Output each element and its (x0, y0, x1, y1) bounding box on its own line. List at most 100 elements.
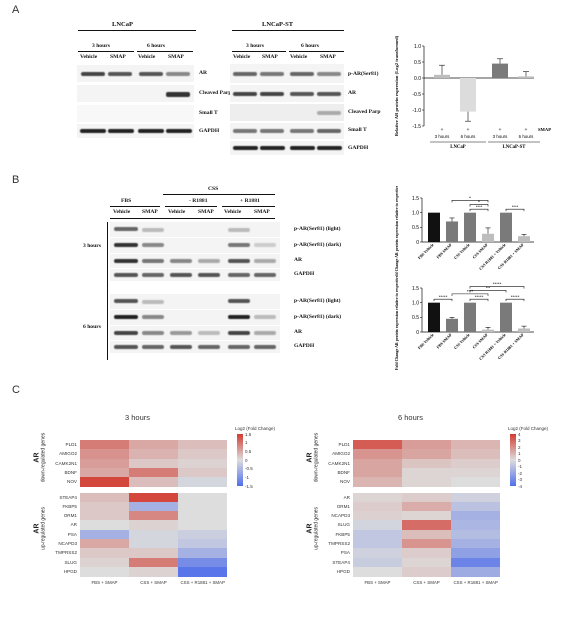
x-tick-label: FBS Vehicle (417, 242, 435, 260)
heatmap-cell (451, 548, 501, 558)
b-plus-smap: SMAP (254, 209, 270, 215)
bar (518, 76, 534, 78)
group-label: LNCaP (450, 145, 466, 150)
significance-bracket (505, 208, 525, 212)
heatmap-cell (178, 539, 228, 549)
x-tick-label: CSS SMAP (471, 332, 489, 350)
heatmap-cell (402, 467, 452, 478)
gene-label: FKBP5 (335, 531, 350, 537)
y-axis-label: Fold Change AR protein expression relati… (395, 276, 399, 370)
gene-label: ORM1 (63, 513, 77, 519)
panel-label-a: A (12, 4, 20, 16)
heatmap-cell (80, 511, 130, 521)
significance-bracket (451, 293, 489, 296)
x-tick-label: CSS Vehicle (453, 242, 471, 260)
heatmap-title: 3 hours (125, 413, 151, 422)
heatmap-cell (178, 458, 228, 469)
heatmap-cell (80, 477, 130, 487)
heatmap-cell (178, 557, 228, 568)
b-6h-blot-gapdh (110, 341, 280, 353)
b-6h-blot-par-light (110, 294, 280, 309)
lncap-st-blot-ar (230, 85, 344, 102)
gene-label: NOV (67, 479, 77, 485)
lncap-row-ar: AR (199, 70, 208, 76)
heatmap-cell (80, 501, 130, 512)
heatmap-cell (451, 557, 501, 568)
x-tick-label: FBS Vehicle (417, 332, 435, 350)
y-tick-label: 0.5 (414, 60, 421, 66)
lncap-blot-gapdh (77, 124, 194, 138)
x-tick-label: CSS SMAP (471, 242, 489, 260)
b-6h-row-par-light: p-AR(Ser81) (light) (294, 298, 341, 304)
heatmap-cell (178, 449, 228, 459)
colorbar (510, 434, 516, 486)
lncap-vehicle-3h: Vehicle (80, 54, 98, 60)
heatmap-cell (80, 557, 130, 568)
heatmap-cell (402, 511, 452, 521)
lncap-st-smap-6h: SMAP (320, 54, 336, 60)
b-minus-smap: SMAP (198, 209, 214, 215)
lncap-st-blot-cleaved-parp (230, 104, 344, 121)
gene-label: STEAP4 (332, 559, 350, 565)
x-tick-label: FBS SMAP (435, 332, 453, 350)
gene-label: SLUG (64, 559, 77, 565)
b-plus-vehicle: Vehicle (224, 209, 242, 215)
heatmap-cell (129, 566, 179, 577)
x-tick-label: 3 hours (493, 134, 508, 139)
b-6h-blot-par-dark (110, 310, 280, 325)
colorbar-tick-label: 1 (245, 440, 248, 446)
b-fbs-smap: SMAP (142, 209, 158, 215)
heatmap-cell (451, 449, 501, 459)
x-tick-label: 3 hours (435, 134, 450, 139)
heatmap-cell (402, 440, 452, 450)
gene-label: HPGD (63, 568, 77, 574)
significance-label: * (469, 196, 471, 201)
b-3h-row-gapdh: GAPDH (294, 271, 315, 277)
heatmap-cell (129, 501, 179, 512)
gene-label: HPGD (336, 568, 350, 574)
lncap-3h-line (78, 51, 134, 52)
b-css-header: CSS (208, 186, 219, 192)
heatmap-cell (80, 467, 130, 478)
significance-bracket (451, 200, 489, 203)
lncap-blot-ar (77, 65, 194, 82)
heatmap-cell (353, 566, 403, 577)
heatmap-cell (129, 548, 179, 558)
column-label: CSS + R1881 + SMAP (180, 580, 225, 586)
heatmap-cell (353, 548, 403, 558)
x-tick-label: 6 hours (461, 134, 476, 139)
significance-label: **** (439, 294, 448, 299)
lncap-st-6h-label: 6 hours (301, 43, 319, 49)
gene-label: AR (70, 522, 77, 528)
significance-bracket (469, 286, 525, 289)
gene-label: PSA (67, 531, 77, 537)
lncap-3h-label: 3 hours (92, 43, 110, 49)
b-3h-blot-par-light (110, 222, 280, 237)
lncap-st-blot-gapdh (230, 141, 344, 155)
heatmap-cell (353, 440, 403, 450)
lncap-row-cleaved-parp: Cleaved Parp (199, 90, 232, 96)
y-tick-label: 0.0 (414, 76, 421, 82)
colorbar-tick-label: -1 (518, 464, 523, 469)
bar (482, 329, 494, 332)
b-6h-blot-ar (110, 326, 280, 340)
y-tick-label: 1.0 (412, 210, 419, 216)
heatmap-cell (353, 492, 403, 503)
y-tick-label: 1.0 (414, 44, 421, 50)
gene-label: NOV (340, 479, 350, 485)
b-3h-bracket (107, 222, 108, 290)
b-3h-row-par-dark: p-AR(Ser81) (dark) (294, 242, 342, 248)
lncap-st-3h-label: 3 hours (246, 43, 264, 49)
gene-label: BDNF (64, 469, 77, 475)
gene-label: NCAPD3 (58, 541, 77, 546)
heatmap-cell (402, 449, 452, 459)
bar (500, 212, 512, 242)
x-tick-label: 6 hours (519, 134, 534, 139)
lncap-st-vehicle-6h: Vehicle (290, 54, 308, 60)
plus-marker: + (525, 127, 528, 133)
heatmap-cell (402, 501, 452, 512)
heatmap-cell (451, 501, 501, 512)
heatmap-cell (129, 477, 179, 487)
heatmap-3h: 3 hours AR down-regulated genes PLD1 AMIGO2 C… (0, 410, 283, 630)
lncap-st-smap-3h: SMAP (262, 54, 278, 60)
